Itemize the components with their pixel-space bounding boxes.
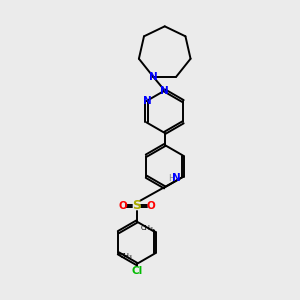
Text: N: N — [172, 173, 181, 183]
Text: N: N — [149, 72, 158, 82]
Text: N: N — [143, 96, 152, 106]
Text: CH₃: CH₃ — [141, 225, 154, 231]
Text: S: S — [132, 200, 141, 212]
Text: O: O — [146, 201, 155, 211]
Text: Cl: Cl — [131, 266, 142, 276]
Text: O: O — [118, 201, 127, 211]
Text: CH₃: CH₃ — [120, 253, 133, 259]
Text: H: H — [169, 174, 175, 183]
Text: N: N — [160, 85, 169, 95]
